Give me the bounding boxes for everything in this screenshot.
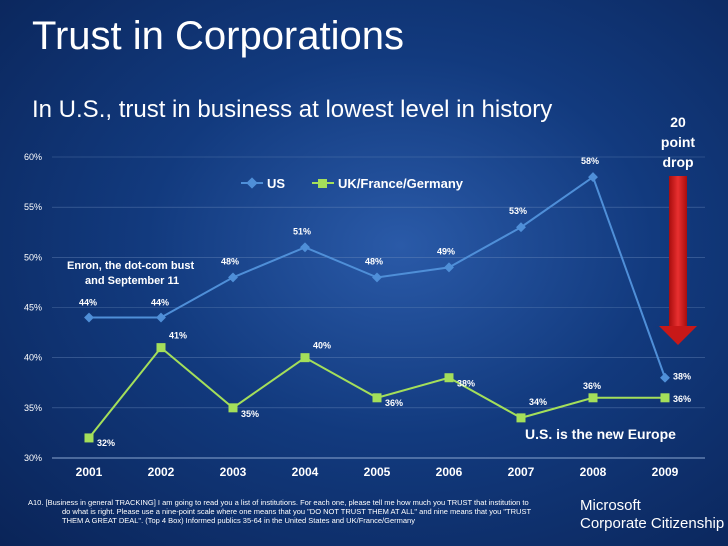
europe-annotation: U.S. is the new Europe — [525, 426, 676, 442]
drop-callout-line: point — [660, 134, 696, 150]
y-tick-label: 45% — [24, 303, 42, 313]
us-data-label: 49% — [437, 246, 455, 256]
footnote-line: do what is right. Please use a nine-poin… — [62, 507, 532, 516]
uk-data-point — [588, 393, 598, 403]
us-data-point — [444, 262, 454, 273]
uk-data-label: 34% — [529, 397, 547, 407]
us-data-point — [228, 272, 238, 283]
drop-arrow — [659, 176, 697, 345]
uk-data-label: 41% — [169, 331, 187, 341]
us-data-point — [300, 242, 310, 253]
uk-data-label: 36% — [583, 381, 601, 391]
us-data-point — [516, 222, 526, 233]
us-data-label: 38% — [673, 372, 691, 382]
uk-data-label: 40% — [313, 341, 331, 351]
uk-data-label: 32% — [97, 438, 115, 448]
y-tick-label: 50% — [24, 252, 42, 262]
x-tick-label: 2002 — [148, 465, 175, 479]
uk-series-line — [88, 346, 665, 439]
x-tick-label: 2006 — [436, 465, 463, 479]
footnote-line: A10. [Business in general TRACKING] I am… — [28, 498, 529, 507]
uk-data-point — [84, 433, 94, 443]
us-data-label: 58% — [581, 156, 599, 166]
enron-annotation-line2: and September 11 — [85, 275, 179, 287]
microsoft-brand: Microsoft Corporate Citizenship — [580, 497, 724, 533]
legend-us-label: US — [267, 176, 285, 191]
uk-data-label: 38% — [457, 379, 475, 389]
x-tick-label: 2004 — [292, 465, 319, 479]
footnote-line: THEM A GREAT DEAL". (Top 4 Box) Informed… — [62, 516, 415, 525]
us-data-point — [84, 312, 94, 323]
chart-legend: US UK/France/Germany — [241, 176, 464, 191]
uk-data-label: 35% — [241, 409, 259, 419]
us-data-label: 51% — [293, 226, 311, 236]
uk-data-point — [228, 403, 238, 413]
y-tick-label: 40% — [24, 353, 42, 363]
brand-name: Microsoft — [580, 497, 641, 514]
x-tick-label: 2008 — [580, 465, 607, 479]
us-data-point — [372, 272, 382, 283]
uk-data-label: 36% — [673, 394, 691, 404]
us-data-point — [588, 172, 598, 183]
uk-data-point — [372, 393, 382, 403]
uk-data-point — [300, 353, 310, 363]
x-tick-label: 2005 — [364, 465, 391, 479]
drop-arrow-shaft — [669, 176, 687, 326]
drop-callout-line: 20 — [670, 114, 686, 130]
survey-footnote: A10. [Business in general TRACKING] I am… — [28, 498, 588, 525]
us-data-label: 53% — [509, 206, 527, 216]
legend-us-marker — [246, 177, 258, 189]
drop-callout: 20 point drop — [652, 112, 704, 172]
brand-division: Corporate Citizenship — [580, 515, 725, 532]
x-tick-label: 2009 — [652, 465, 679, 479]
us-data-label: 48% — [221, 256, 239, 266]
y-tick-label: 60% — [24, 152, 42, 162]
uk-data-point — [516, 413, 526, 423]
y-tick-label: 55% — [24, 202, 42, 212]
legend-uk-label: UK/France/Germany — [338, 176, 464, 191]
y-tick-label: 35% — [24, 403, 42, 413]
uk-data-point — [660, 393, 670, 403]
us-data-label: 48% — [365, 256, 383, 266]
x-tick-label: 2003 — [220, 465, 247, 479]
drop-callout-line: drop — [662, 154, 694, 170]
drop-arrow-head — [659, 326, 697, 345]
uk-data-point — [156, 343, 166, 353]
us-data-label: 44% — [79, 298, 97, 308]
enron-annotation-line1: Enron, the dot-com bust — [67, 260, 194, 272]
page-subtitle: In U.S., trust in business at lowest lev… — [32, 96, 553, 123]
uk-data-point — [444, 373, 454, 383]
x-tick-label: 2001 — [76, 465, 103, 479]
page-title: Trust in Corporations — [32, 14, 404, 58]
legend-uk-marker — [318, 179, 327, 188]
x-tick-label: 2007 — [508, 465, 535, 479]
us-data-label: 44% — [151, 298, 169, 308]
us-data-point — [156, 312, 166, 323]
y-tick-label: 30% — [24, 453, 42, 463]
us-data-point — [660, 372, 670, 383]
uk-data-label: 36% — [385, 398, 403, 408]
